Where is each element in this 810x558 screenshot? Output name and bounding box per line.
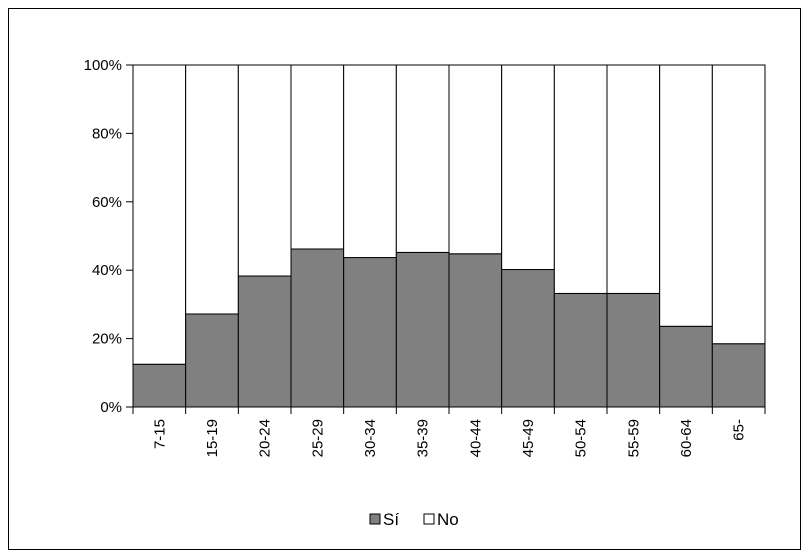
x-tick-label: 45-49	[520, 419, 537, 457]
x-tick-label: 7-15	[151, 419, 168, 449]
bar-si-60-64	[659, 325, 713, 408]
bar-si-65-	[711, 343, 766, 408]
bar-no-25-29	[290, 64, 345, 250]
legend-label-no: No	[437, 510, 459, 529]
bar-no-65-	[711, 64, 766, 345]
y-tick-label: 100%	[84, 57, 122, 74]
x-tick-label: 25-29	[309, 419, 326, 457]
bar-si-45-49	[501, 269, 555, 408]
bar-no-40-44	[448, 64, 503, 255]
legend-label-si: Sí	[383, 510, 399, 529]
bar-no-20-24	[237, 64, 292, 277]
y-tick-label: 20%	[92, 331, 122, 348]
x-tick-label: 50-54	[573, 419, 590, 457]
bar-si-25-29	[290, 248, 345, 408]
bar-no-60-64	[659, 64, 713, 327]
legend-swatch-no	[423, 513, 435, 525]
legend: Sí No	[369, 510, 459, 529]
bar-no-7-15	[132, 64, 187, 365]
y-tick-label: 40%	[92, 262, 122, 279]
y-tick-label: 0%	[100, 399, 122, 416]
bar-si-35-39	[395, 251, 450, 408]
x-tick-label: 40-44	[467, 419, 484, 457]
axes-group: 0% 20% 40% 60% 80% 100% 7-15 15-19 20-24 25-29 30-…	[84, 57, 766, 457]
bar-no-30-34	[343, 64, 397, 259]
y-tick-label: 60%	[92, 194, 122, 211]
x-tick-label: 60-64	[678, 419, 695, 457]
bar-si-15-19	[185, 313, 239, 408]
x-tick-label: 20-24	[257, 419, 274, 457]
x-tick-label: 30-34	[362, 419, 379, 457]
bar-si-30-34	[343, 257, 397, 408]
bar-no-55-59	[606, 64, 661, 294]
bar-no-50-54	[553, 64, 608, 294]
bar-si-20-24	[237, 275, 292, 408]
bar-si-55-59	[606, 292, 661, 408]
x-tick-label: 35-39	[415, 419, 432, 457]
bar-no-35-39	[395, 64, 450, 253]
bars-group	[132, 64, 766, 408]
bar-no-45-49	[501, 64, 555, 271]
bar-si-40-44	[448, 253, 503, 408]
bar-no-15-19	[185, 64, 239, 315]
x-tick-label: 65-	[731, 419, 748, 441]
bar-si-50-54	[553, 292, 608, 408]
x-tick-label: 55-59	[625, 419, 642, 457]
legend-swatch-si	[369, 513, 381, 525]
y-tick-label: 80%	[92, 125, 122, 142]
x-tick-label: 15-19	[204, 419, 221, 457]
bar-si-7-15	[132, 363, 187, 408]
